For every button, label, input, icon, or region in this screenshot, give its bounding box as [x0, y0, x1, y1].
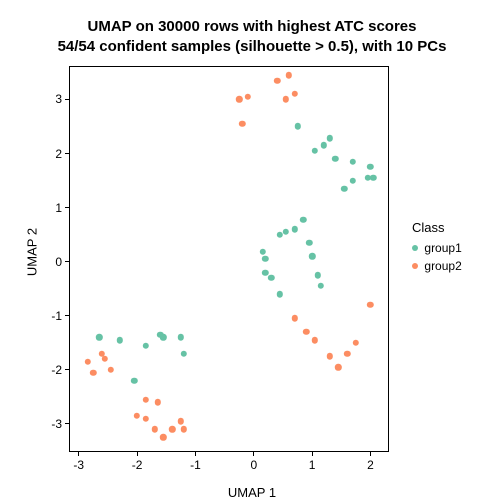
x-tick-label: -1: [190, 458, 201, 472]
x-tick-label: 0: [250, 458, 257, 472]
y-tick-mark: [65, 261, 70, 262]
x-tick-mark: [370, 451, 371, 456]
legend: Class group1 group2: [412, 220, 462, 277]
x-axis-label: UMAP 1: [0, 485, 504, 500]
x-tick-mark: [195, 451, 196, 456]
legend-label-group1: group1: [424, 241, 461, 255]
figure: UMAP on 30000 rows with highest ATC scor…: [0, 0, 504, 504]
y-tick-label: -3: [42, 417, 62, 431]
x-tick-mark: [312, 451, 313, 456]
chart-title-line1: UMAP on 30000 rows with highest ATC scor…: [0, 18, 504, 35]
y-tick-mark: [65, 315, 70, 316]
x-tick-label: -3: [73, 458, 84, 472]
y-tick-label: 2: [42, 147, 62, 161]
y-tick-mark: [65, 99, 70, 100]
x-tick-label: 1: [309, 458, 316, 472]
y-tick-label: 0: [42, 255, 62, 269]
x-tick-mark: [137, 451, 138, 456]
x-tick-mark: [253, 451, 254, 456]
legend-swatch-group2: [412, 263, 418, 269]
y-tick-mark: [65, 153, 70, 154]
y-tick-mark: [65, 369, 70, 370]
y-tick-label: -1: [42, 309, 62, 323]
legend-label-group2: group2: [424, 259, 461, 273]
legend-item-group2: group2: [412, 259, 462, 273]
legend-swatch-group1: [412, 245, 418, 251]
y-tick-label: 3: [42, 92, 62, 106]
y-axis-label: UMAP 2: [25, 228, 40, 276]
x-tick-mark: [78, 451, 79, 456]
y-tick-mark: [65, 423, 70, 424]
legend-item-group1: group1: [412, 241, 462, 255]
plot-area: [70, 67, 388, 451]
x-tick-label: 2: [367, 458, 374, 472]
x-tick-label: -2: [132, 458, 143, 472]
y-tick-mark: [65, 207, 70, 208]
legend-title: Class: [412, 220, 462, 235]
y-tick-label: 1: [42, 201, 62, 215]
y-tick-label: -2: [42, 363, 62, 377]
chart-title-line2: 54/54 confident samples (silhouette > 0.…: [0, 38, 504, 55]
